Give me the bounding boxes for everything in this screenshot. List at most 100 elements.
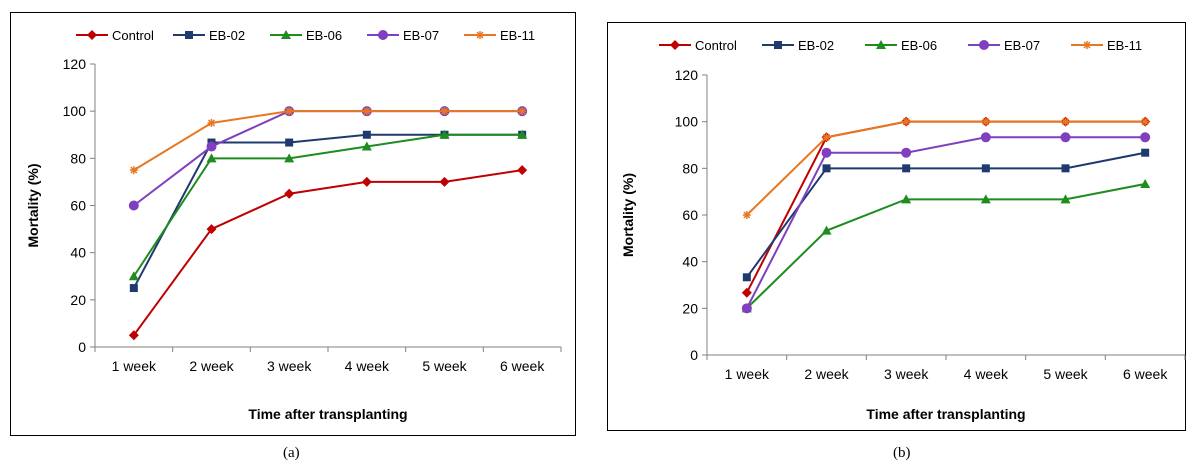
chart-a-legend-swatch-marker bbox=[281, 30, 291, 39]
chart-b-series-eb-02-point bbox=[981, 164, 990, 173]
chart-b-y-tick-label: 120 bbox=[675, 67, 699, 83]
chart-b-series-eb-11-line bbox=[746, 120, 1146, 216]
chart-b-series-eb-07-point bbox=[821, 147, 832, 158]
chart-a-series-eb-07-point bbox=[206, 141, 217, 152]
chart-a-x-tick-label: 3 week bbox=[267, 358, 312, 374]
chart-a-series-control-point bbox=[361, 176, 372, 187]
chart-b-series-eb-11-point bbox=[822, 133, 831, 142]
chart-b-series-eb-06-point bbox=[1060, 194, 1071, 204]
chart-b-x-tick-label: 5 week bbox=[1043, 366, 1088, 382]
chart-b-legend-label: EB-06 bbox=[901, 38, 937, 53]
chart-a-legend-item: Control bbox=[76, 28, 154, 43]
chart-a-series-eb-07-point bbox=[128, 200, 139, 211]
chart-b-legend-label: Control bbox=[695, 38, 737, 53]
chart-b-legend-item: EB-11 bbox=[1071, 38, 1142, 53]
chart-b-series-eb-06-point bbox=[901, 194, 912, 204]
chart-b-legend-item: EB-06 bbox=[865, 38, 937, 53]
chart-a-x-tick-label: 1 week bbox=[112, 358, 157, 374]
chart-b-series-eb-06-point bbox=[1140, 178, 1151, 188]
chart-a-series-eb-06-point bbox=[439, 129, 450, 139]
chart-b-y-tick-label: 100 bbox=[675, 114, 699, 130]
chart-a-legend-label: EB-11 bbox=[500, 28, 535, 43]
chart-b-series-control bbox=[741, 116, 1151, 298]
chart-a-series-control-point bbox=[206, 224, 217, 235]
chart-a-series-control bbox=[128, 165, 528, 341]
chart-a-y-tick-label: 0 bbox=[78, 339, 86, 355]
chart-a-legend: Control EB-02 EB-06 EB-07 EB-11 bbox=[76, 28, 535, 43]
chart-a-legend-item: EB-02 bbox=[173, 28, 245, 43]
chart-a-x-tick-label: 4 week bbox=[345, 358, 390, 374]
chart-b-x-tick-label: 6 week bbox=[1123, 366, 1168, 382]
chart-a-y-tick-label: 40 bbox=[70, 245, 86, 261]
chart-a-legend-label: EB-02 bbox=[209, 28, 245, 43]
chart-a-series-eb-02-line bbox=[132, 133, 523, 289]
chart-a-legend-item: EB-11 bbox=[464, 28, 535, 43]
chart-b-series-eb-07-point bbox=[741, 303, 752, 314]
chart-a-series-eb-02-point bbox=[362, 130, 371, 139]
chart-a-legend-label: EB-06 bbox=[306, 28, 342, 43]
chart-a-series-eb-06-point bbox=[361, 141, 372, 151]
chart-a-series-eb-06 bbox=[128, 129, 528, 281]
chart-b-svg: 0 20 40 60 80 100 120 1 week 2 week 3 week 4 week 5… bbox=[620, 38, 1186, 422]
chart-b-legend-item: EB-07 bbox=[968, 38, 1040, 53]
chart-a-y-axis-title: Mortality (%) bbox=[25, 164, 41, 248]
chart-b-series-eb-02-point bbox=[902, 164, 911, 173]
chart-a-series-eb-11-point bbox=[207, 118, 216, 127]
caption-b: (b) bbox=[893, 445, 911, 461]
chart-b-x-tick-label: 3 week bbox=[884, 366, 929, 382]
chart-a-series-control-point bbox=[439, 176, 450, 187]
chart-a-x-tick-label: 6 week bbox=[500, 358, 545, 374]
chart-b-legend-label: EB-02 bbox=[798, 38, 834, 53]
chart-b-legend-swatch-marker bbox=[979, 40, 989, 50]
chart-b-legend-item: EB-02 bbox=[762, 38, 834, 53]
chart-a-series-eb-11-point bbox=[440, 107, 449, 116]
chart-a-series-control-line bbox=[133, 169, 523, 336]
chart-a-series-eb-02-point bbox=[285, 138, 294, 147]
chart-a-series-eb-11-line bbox=[133, 110, 523, 171]
chart-b-series-control-line bbox=[745, 120, 1146, 294]
chart-b-series-eb-07 bbox=[741, 132, 1151, 314]
chart-panel-a: 0 20 40 60 80 100 120 1 week 2 week 3 week 4 week 5… bbox=[10, 12, 576, 436]
chart-b-series-eb-11-point bbox=[902, 117, 911, 126]
chart-b-y-tick-label: 40 bbox=[682, 254, 698, 270]
chart-b-series-eb-11-point bbox=[1141, 117, 1150, 126]
chart-b-series-eb-07-line bbox=[745, 136, 1146, 309]
chart-a-y-tick-label: 20 bbox=[70, 292, 86, 308]
chart-b-series-eb-11-point bbox=[1061, 117, 1070, 126]
chart-b-x-tick-label: 4 week bbox=[964, 366, 1009, 382]
chart-b-x-axis-title: Time after transplanting bbox=[866, 406, 1025, 422]
chart-a-y-tick-label: 100 bbox=[63, 103, 87, 119]
chart-b-x-tick-label: 2 week bbox=[804, 366, 849, 382]
chart-b-series-eb-06-point bbox=[980, 194, 991, 204]
chart-b-series-eb-07-point bbox=[901, 147, 912, 158]
chart-b-series-control-point bbox=[741, 287, 752, 298]
chart-panel-b: 0 20 40 60 80 100 120 1 week 2 week 3 week 4 week 5… bbox=[607, 22, 1186, 431]
chart-b-legend-swatch-marker bbox=[876, 40, 886, 49]
chart-a-legend-item: EB-06 bbox=[270, 28, 342, 43]
chart-b-x-tick-label: 1 week bbox=[725, 366, 770, 382]
chart-a-series-eb-11-point bbox=[362, 107, 371, 116]
chart-b-legend-swatch-marker bbox=[774, 41, 782, 49]
chart-a-series-eb-11 bbox=[129, 107, 527, 175]
chart-b-y-tick-label: 60 bbox=[682, 207, 698, 223]
chart-a-legend-swatch-marker bbox=[476, 31, 484, 39]
chart-a-series-eb-02 bbox=[129, 130, 527, 293]
chart-a-series-eb-11-point bbox=[285, 107, 294, 116]
chart-a-series-control-point bbox=[284, 188, 295, 199]
chart-a-legend-swatch-marker bbox=[87, 30, 97, 40]
chart-b-series-eb-02 bbox=[742, 148, 1150, 282]
chart-a-x-axis-title: Time after transplanting bbox=[248, 406, 407, 422]
chart-a-legend-swatch-marker bbox=[378, 30, 388, 40]
chart-a-series-eb-06-point bbox=[206, 153, 217, 163]
chart-b-series-eb-07-point bbox=[980, 132, 991, 143]
chart-b-series-eb-11 bbox=[742, 117, 1150, 219]
chart-b-series-eb-06-point bbox=[821, 225, 832, 235]
chart-a-legend-label: EB-07 bbox=[403, 28, 439, 43]
chart-b-series-eb-11-point bbox=[981, 117, 990, 126]
chart-b-legend: Control EB-02 EB-06 EB-07 EB-11 bbox=[659, 38, 1142, 53]
chart-a-series-eb-11-point bbox=[518, 107, 527, 116]
chart-b-y-tick-label: 0 bbox=[690, 347, 698, 363]
chart-b-series-eb-02-point bbox=[742, 273, 751, 282]
chart-b-legend-swatch-marker bbox=[1083, 41, 1091, 49]
chart-b-series-eb-02-line bbox=[746, 151, 1146, 278]
